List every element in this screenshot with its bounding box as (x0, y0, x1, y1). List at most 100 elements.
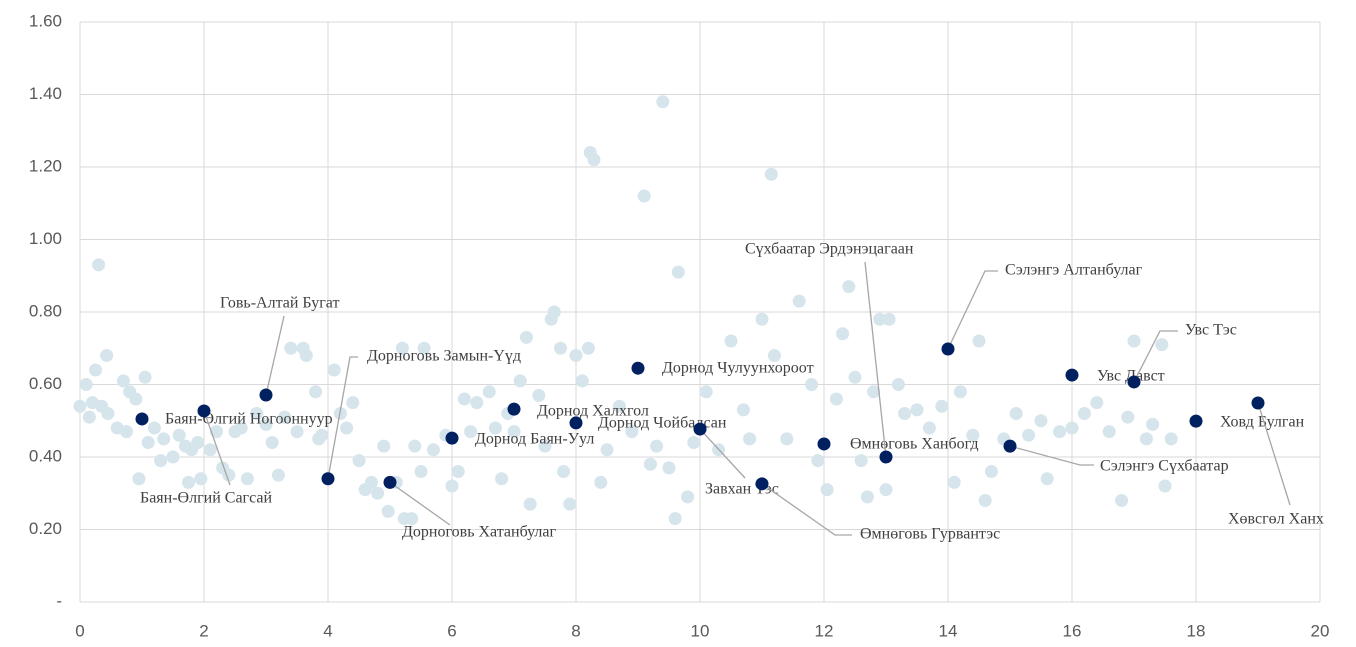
point (138, 370, 152, 384)
point (116, 374, 130, 388)
y-tick-label: 0.40 (29, 446, 62, 465)
leader-line (761, 483, 852, 536)
point (101, 407, 115, 420)
point (882, 312, 896, 326)
point (240, 472, 254, 486)
point-label: Ховд Булган (1220, 414, 1305, 431)
point-label: Говь-Алтай Бугат (220, 295, 339, 312)
point (780, 432, 794, 446)
point (699, 385, 713, 399)
point (805, 378, 819, 391)
point (569, 349, 583, 362)
point (848, 370, 862, 384)
point-label: Дорнод Чойбалсан (598, 415, 727, 432)
point (557, 465, 571, 478)
leader-line (389, 481, 451, 526)
point (612, 399, 626, 413)
y-tick-label: 0.60 (29, 374, 62, 393)
point (250, 407, 264, 420)
x-tick-label: 14 (939, 621, 958, 640)
point-label: Өмнөговь Гурвантэс (860, 526, 1000, 543)
point-label: Хөвсгөл Ханх (1228, 511, 1324, 528)
point (1115, 494, 1129, 507)
point (767, 349, 781, 362)
point (182, 475, 195, 489)
point (650, 439, 664, 453)
point (587, 153, 601, 167)
point (656, 95, 670, 109)
point (532, 388, 546, 402)
point (464, 425, 478, 439)
point (1155, 338, 1169, 352)
y-tick-label: 1.60 (29, 11, 62, 30)
x-tick-label: 10 (691, 621, 710, 640)
point (687, 436, 701, 449)
leader-line (1133, 330, 1178, 383)
x-tick-label: 0 (75, 621, 84, 640)
point (563, 497, 577, 511)
point (836, 327, 850, 341)
point (755, 312, 769, 326)
point (519, 330, 533, 344)
point (265, 436, 279, 449)
y-tick-label: 1.40 (29, 84, 62, 103)
point-label: Дорнод Чулуунхороот (662, 360, 814, 377)
point (1065, 368, 1079, 382)
point (457, 392, 471, 406)
point (879, 483, 893, 497)
point (507, 402, 521, 416)
point (135, 412, 149, 426)
point (1127, 334, 1141, 348)
point (340, 421, 354, 435)
point (947, 475, 961, 489)
point (1251, 396, 1265, 410)
point (792, 294, 806, 308)
point (984, 465, 998, 478)
point (1053, 425, 1067, 439)
point (408, 439, 422, 453)
point (547, 305, 561, 319)
point (395, 341, 409, 355)
point (829, 392, 843, 406)
point (470, 396, 484, 410)
point (259, 417, 273, 431)
point (377, 439, 391, 453)
point (284, 341, 298, 355)
point (643, 457, 657, 471)
point (482, 385, 496, 399)
point (891, 378, 905, 391)
point (309, 385, 323, 399)
y-tick-label: 0.20 (29, 519, 62, 538)
point (129, 392, 143, 406)
point (867, 385, 881, 399)
point (290, 425, 304, 439)
point (120, 425, 133, 439)
point (1003, 439, 1017, 453)
point (817, 437, 831, 451)
point (625, 425, 639, 439)
point (922, 421, 936, 435)
point (203, 443, 217, 457)
y-tick-label: 1.00 (29, 229, 62, 248)
point (495, 472, 509, 486)
point (1127, 375, 1141, 389)
point (79, 378, 93, 391)
point (1102, 425, 1116, 439)
point (820, 483, 834, 497)
point-label: Дорнод Баян-Уул (475, 431, 594, 448)
point (1158, 479, 1172, 493)
point (662, 461, 676, 475)
leader-line (327, 356, 358, 479)
point (671, 265, 685, 279)
point (637, 189, 651, 203)
point (1139, 432, 1153, 446)
point (953, 385, 967, 399)
point-label: Дорноговь Замын-Үүд (367, 348, 521, 365)
point (693, 422, 707, 436)
point (972, 334, 986, 348)
point-label: Дорнод Халхгол (537, 403, 649, 420)
point (764, 167, 778, 181)
point (523, 497, 537, 511)
point (327, 363, 341, 377)
